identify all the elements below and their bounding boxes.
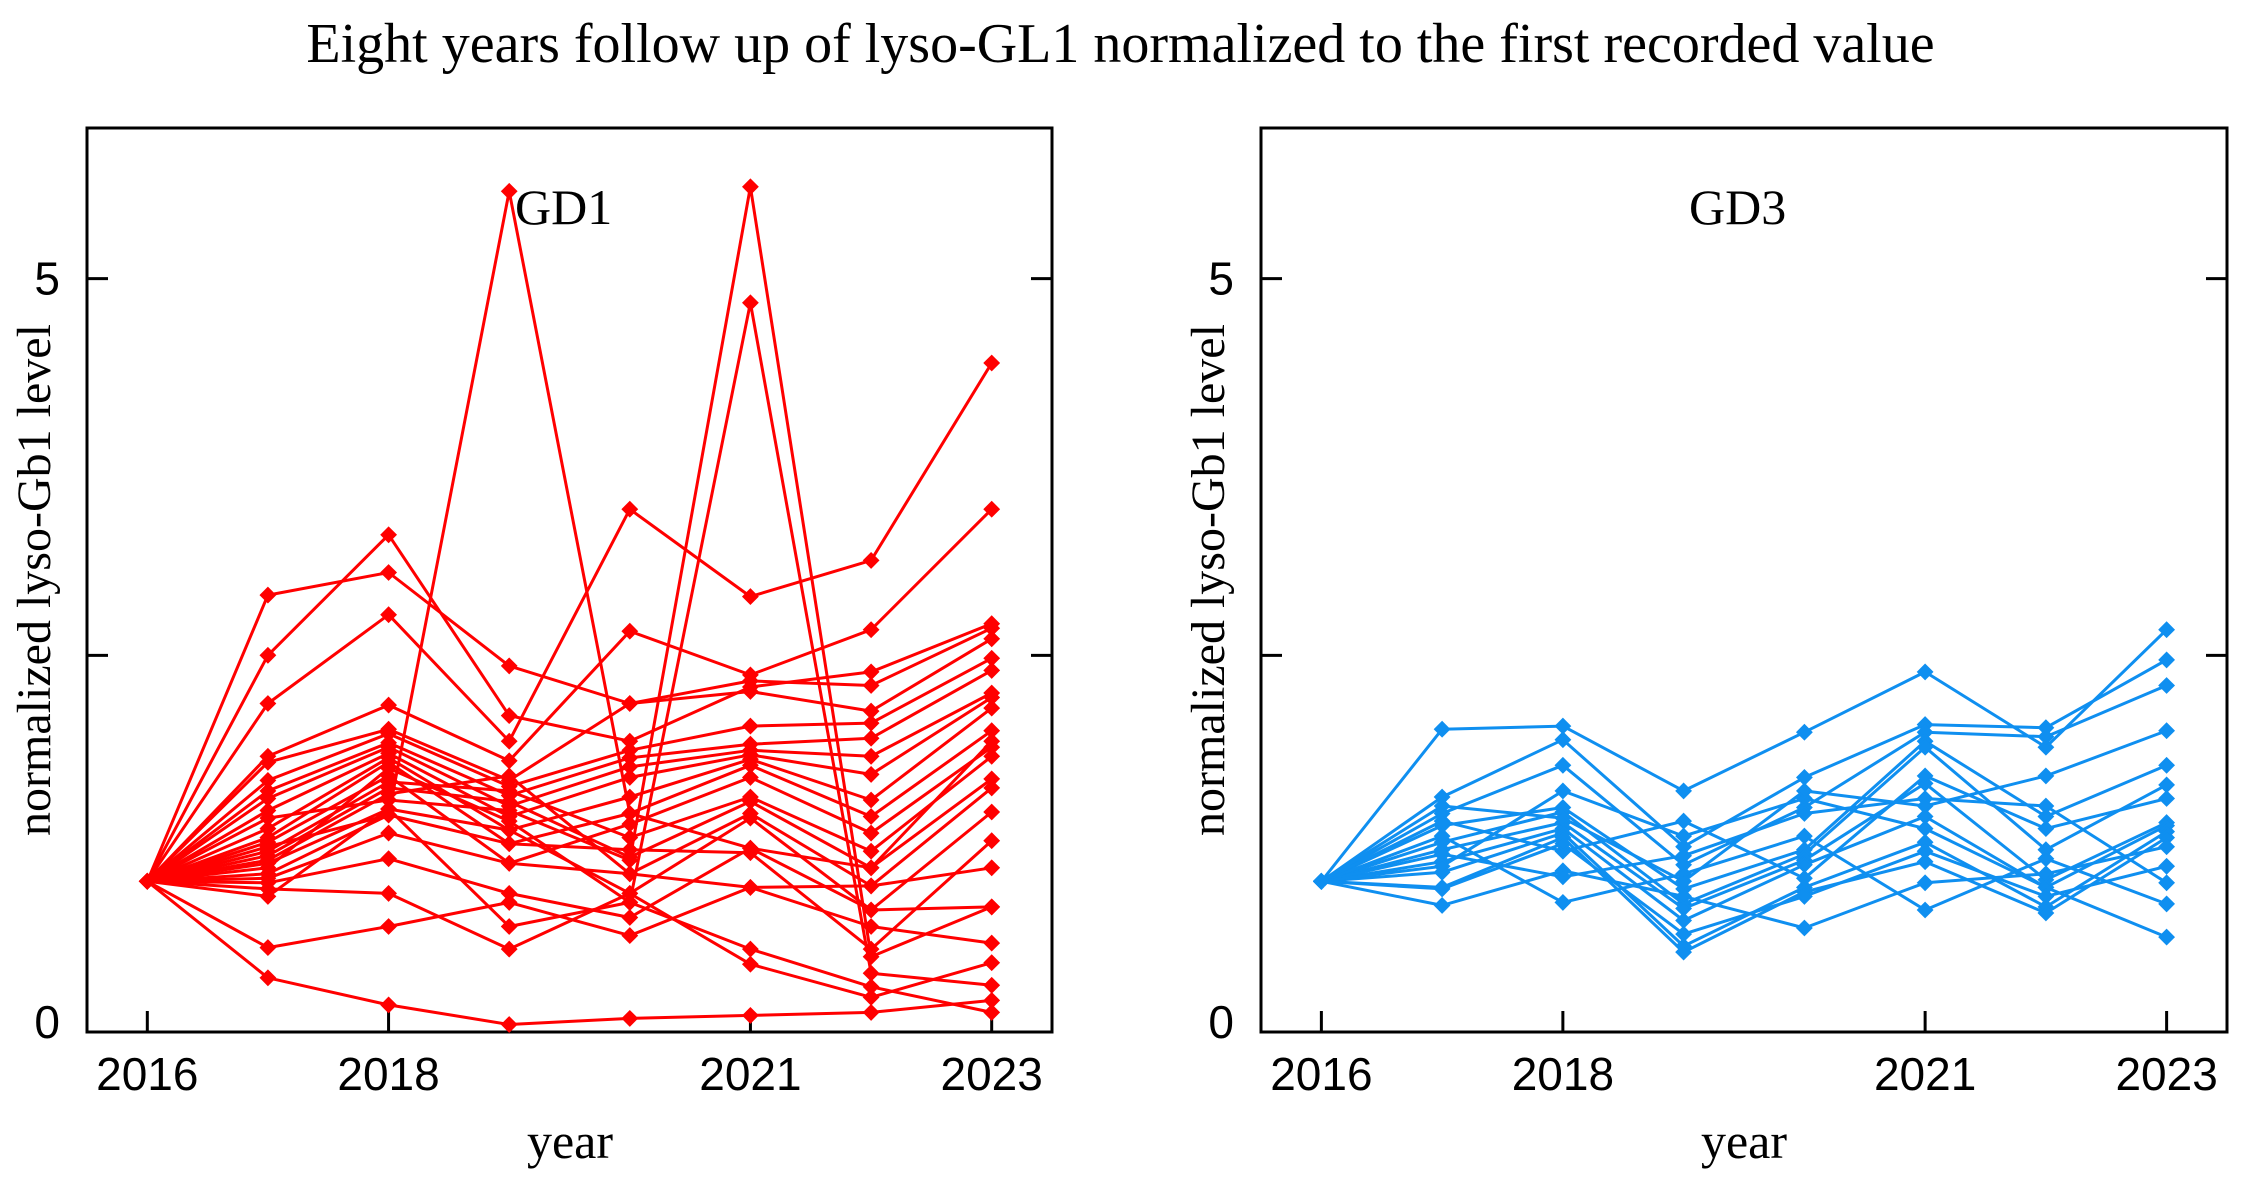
series-line <box>146 669 993 883</box>
figure-title: Eight years follow up of lyso-GL1 normal… <box>306 13 1935 75</box>
x-tick-label: 2021 <box>1874 1048 1976 1100</box>
series-line <box>146 755 993 883</box>
series-line <box>1321 842 2167 936</box>
series-markers <box>138 800 1001 1021</box>
y-tick-label: 0 <box>34 996 60 1048</box>
series-line <box>146 362 993 883</box>
series-line <box>1321 789 2168 939</box>
x-tick-label: 2023 <box>2115 1048 2217 1100</box>
y-tick-label: 0 <box>1208 996 1234 1048</box>
series-line <box>146 637 993 883</box>
series-line <box>147 813 993 951</box>
gd1-x-axis-label: year <box>526 1113 614 1169</box>
gd1-panel-label: GD1 <box>515 179 613 235</box>
series-line <box>147 774 993 888</box>
gd3-panel-label: GD3 <box>1689 179 1787 235</box>
series-line <box>146 656 993 883</box>
gd3-x-axis-label: year <box>1700 1113 1788 1169</box>
series-line <box>147 831 992 889</box>
series-line <box>1321 836 2168 954</box>
series-line <box>1321 845 2167 930</box>
series-line <box>146 777 993 883</box>
series-line <box>146 879 992 950</box>
y-tick-label: 5 <box>34 253 60 305</box>
plot-border <box>85 126 1054 1034</box>
series-line <box>147 846 992 919</box>
series-line <box>146 508 993 883</box>
x-tick-label: 2016 <box>96 1048 198 1100</box>
x-tick-label: 2018 <box>1512 1048 1614 1100</box>
series-line <box>146 880 992 1026</box>
series-line <box>145 571 993 882</box>
series-line <box>1320 658 2168 883</box>
series-line <box>147 807 993 912</box>
series-line <box>145 533 993 883</box>
series-line <box>146 696 993 883</box>
gd1-panel: 2016 2018 2021 2023 0 5 <box>34 126 1054 1100</box>
gd3-panel: 2016 2018 2021 2023 0 5 <box>1208 126 2229 1100</box>
x-tick-label: 2021 <box>699 1048 801 1100</box>
series-line <box>1320 729 2168 883</box>
x-tick-label: 2023 <box>941 1048 1043 1100</box>
series-line <box>147 807 993 1014</box>
series-markers <box>1312 722 2176 890</box>
plot-border <box>1259 126 2229 1034</box>
gd1-y-axis-label: normalized lyso-Gb1 level <box>8 324 61 836</box>
series-line <box>1320 774 2167 883</box>
gd3-y-axis-label: normalized lyso-Gb1 level <box>1182 324 1235 836</box>
series-line <box>147 879 993 999</box>
series-line <box>1320 745 2168 906</box>
series-line <box>146 745 993 883</box>
x-tick-label: 2016 <box>1270 1048 1372 1100</box>
x-tick-label: 2018 <box>337 1048 439 1100</box>
series-line <box>1320 834 2168 912</box>
series-line <box>1321 781 2168 910</box>
series-line <box>146 691 993 883</box>
y-tick-label: 5 <box>1208 253 1234 305</box>
